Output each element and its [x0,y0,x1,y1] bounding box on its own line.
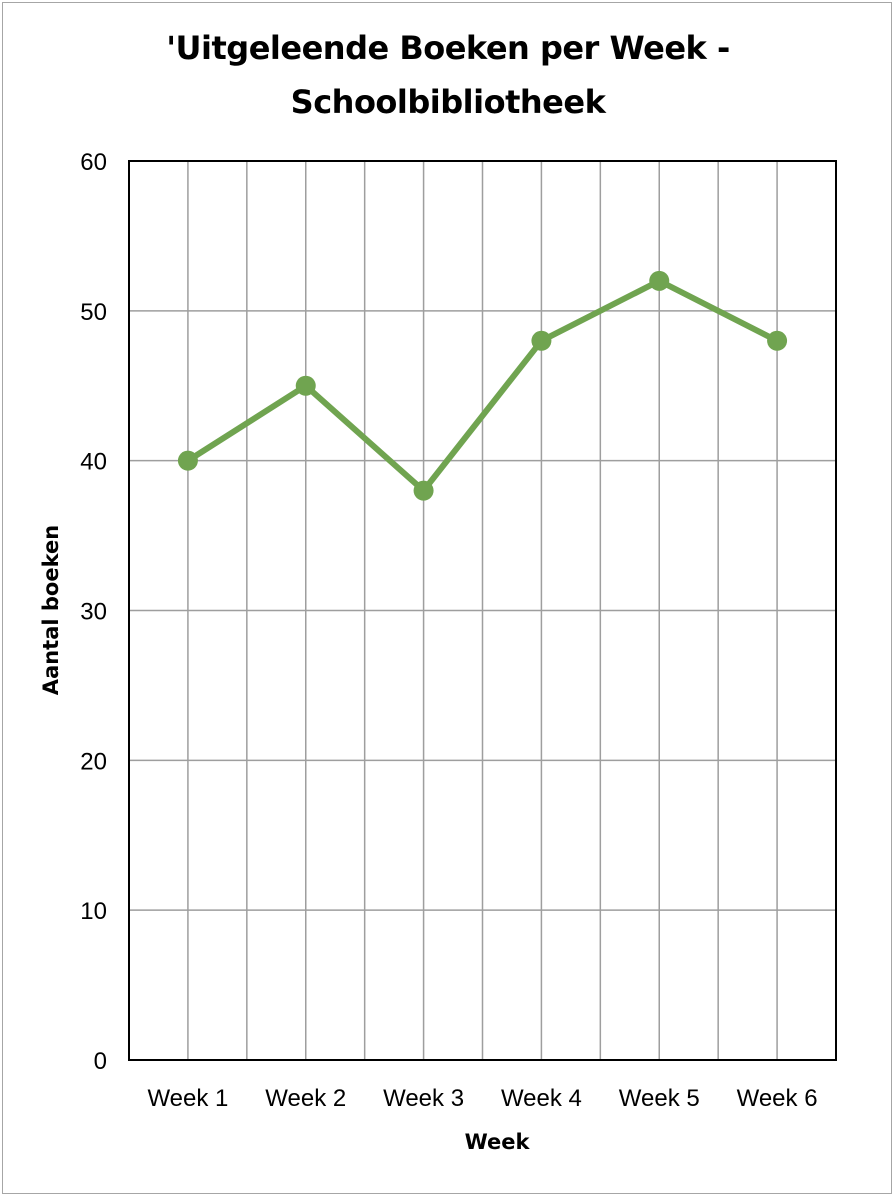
x-tick-label: Week 6 [737,1085,818,1112]
y-tick-label: 10 [80,898,107,925]
data-point [295,375,316,396]
plot-area-border [128,160,837,1061]
y-tick-label: 30 [80,599,107,626]
y-axis-title: Aantal boeken [39,525,63,695]
x-axis-title: Week [465,1130,531,1154]
y-tick-label: 20 [80,748,107,775]
x-tick-label: Week 3 [383,1085,464,1112]
x-tick-label: Week 2 [265,1085,346,1112]
chart-title-line-1: 'Uitgeleende Boeken per Week - [166,29,730,67]
grid [129,161,836,1060]
y-axis-ticks: 0 10 20 30 40 50 60 [80,149,107,1075]
y-tick-label: 60 [80,149,107,176]
x-axis-ticks: Week 1 Week 2 Week 3 Week 4 Week 5 Week 6 [147,1085,817,1112]
series [177,270,788,501]
y-tick-label: 50 [80,299,107,326]
y-tick-label: 40 [80,449,107,476]
x-tick-label: Week 1 [147,1085,228,1112]
data-point [767,330,788,351]
data-point [649,270,670,291]
y-tick-label: 0 [94,1048,107,1075]
data-point [177,450,198,471]
chart-title-line-2: Schoolbibliotheek [290,83,606,121]
x-tick-label: Week 5 [619,1085,700,1112]
x-tick-label: Week 4 [501,1085,582,1112]
data-point [531,330,552,351]
series-line [186,277,779,494]
data-point [413,480,434,501]
